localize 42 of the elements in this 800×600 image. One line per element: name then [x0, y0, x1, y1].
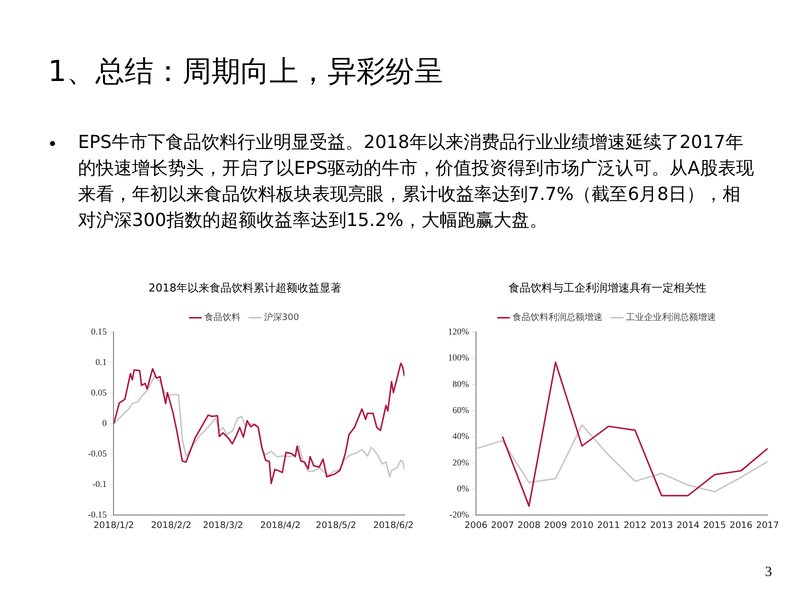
x-tick-label: 2018/6/2 [373, 520, 414, 531]
y-tick-label: 0 [102, 418, 108, 428]
x-tick-label: 2014 [676, 520, 700, 531]
x-tick-label: 2018/4/2 [260, 520, 301, 531]
legend-label: 食品饮料 [204, 312, 240, 324]
y-tick-label: 80% [452, 378, 470, 389]
y-tick-label: 0.1 [95, 357, 107, 368]
x-tick-label: 2010 [570, 520, 594, 531]
x-tick-label: 2009 [544, 520, 568, 531]
y-tick-label: -0.1 [92, 479, 107, 490]
x-tick-label: 2006 [464, 520, 488, 531]
text: 3 [765, 565, 772, 581]
y-tick-label: -20% [449, 510, 470, 520]
x-tick-label: 2017 [756, 520, 779, 531]
y-tick-label: 0.15 [90, 326, 108, 337]
x-tick-label: 2008 [518, 520, 541, 531]
text: 1、总结：周期向上，异彩纷呈 [48, 53, 444, 90]
x-tick-label: 2015 [703, 520, 726, 531]
y-tick-label: 100% [448, 352, 470, 363]
y-tick-label: 0% [456, 483, 470, 494]
x-tick-label: 2013 [650, 520, 673, 531]
y-tick-label: -0.15 [88, 510, 108, 520]
y-tick-label: -0.05 [88, 448, 108, 459]
x-tick-label: 2012 [624, 520, 646, 531]
y-tick-label: 120% [448, 326, 470, 337]
x-tick-label: 2018/1/2 [94, 520, 134, 531]
legend-label: 沪深300 [264, 312, 300, 324]
x-tick-label: 2007 [491, 520, 514, 531]
y-tick-label: 60% [452, 404, 470, 415]
chart-title: 2018年以来食品饮料累计超额收益显著 [148, 281, 342, 294]
chart-title: 食品饮料与工企利润增速具有一定相关性 [508, 281, 706, 294]
x-tick-label: 2018/2/2 [150, 520, 192, 531]
y-tick-label: 0.05 [90, 388, 108, 398]
x-tick-label: 2011 [597, 520, 620, 531]
x-tick-label: 2016 [730, 520, 753, 531]
x-tick-label: 2018/5/2 [316, 520, 356, 531]
y-tick-label: 40% [452, 431, 470, 442]
legend-label: 工业企业利润总额增速 [626, 312, 716, 324]
text: EPS牛市下食品饮料行业明显受益。2018年以来消费品行业业绩增速延续了2017年的快速增长势头，开启了以EPS驱动的牛市，价值投资得到市场广泛认可。从A股表现来看，年初以来食品饮料板块表现亮眼，累计收益率达到7.7%（截至6月8日），相对沪深300指数的超额收益率达到15.2%，大幅跑赢大盘。 [78, 131, 755, 233]
legend-label: 食品饮料利润总额增速 [512, 312, 602, 324]
y-tick-label: 20% [452, 457, 470, 468]
x-tick-label: 2018/3/2 [202, 520, 244, 531]
